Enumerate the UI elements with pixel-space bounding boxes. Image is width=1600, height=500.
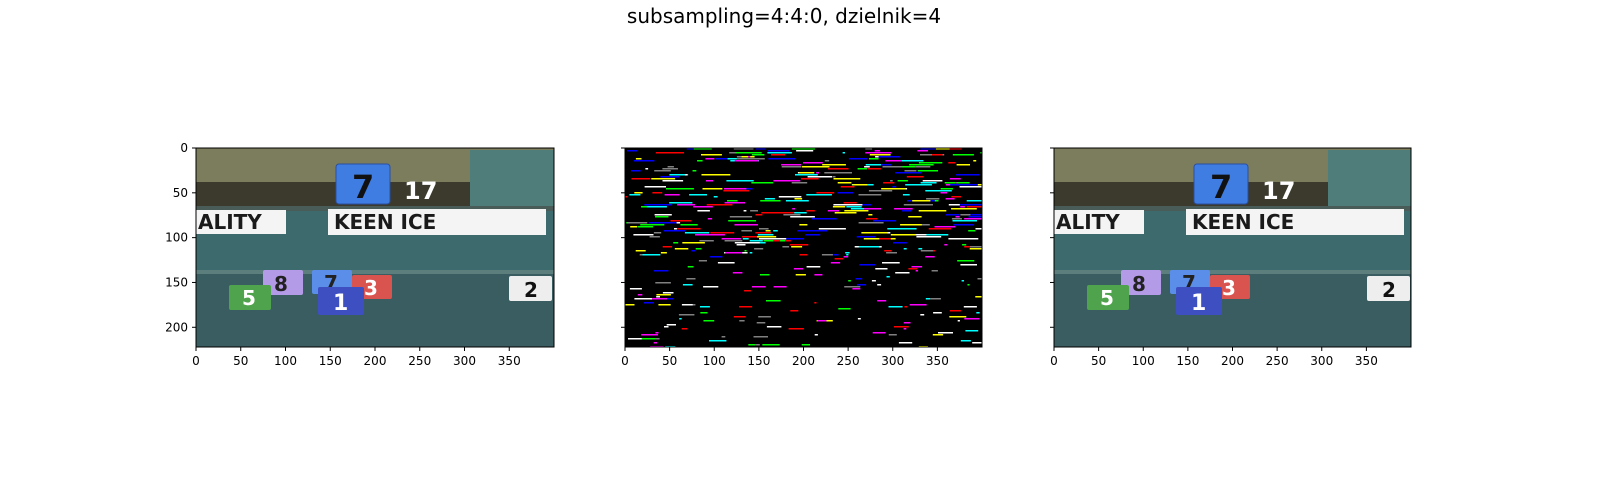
banner-right [1186,209,1404,235]
tag-8 [1121,270,1161,295]
x-tick-label: 150 [1176,354,1199,368]
x-tick-label: 350 [1355,354,1378,368]
x-tick-label: 300 [453,354,476,368]
x-tick-label: 350 [498,354,521,368]
tag-2-text: 2 [1382,278,1396,302]
banner-left [1054,210,1144,234]
x-tick-label: 300 [881,354,904,368]
banner-right [328,209,546,235]
tag-3-text: 3 [364,276,378,300]
tag-8-text: 8 [274,272,288,296]
top-number-box [335,163,391,205]
tag-8-text: 8 [1132,272,1146,296]
panel-difference: 0 50 100 150 200 250 300 350 [621,147,983,368]
tag-1 [318,287,364,315]
x-tick-label: 200 [792,354,815,368]
tag-3-text: 3 [1222,276,1236,300]
banner-right-text: KEEN ICE [334,210,436,234]
tag-1-text: 1 [1191,291,1206,316]
tag-2 [1367,276,1410,301]
image-difference [625,148,982,347]
banner-right-text: KEEN ICE [1192,210,1294,234]
x-tick-label: 50 [233,354,248,368]
y-tick-label: 50 [173,186,188,200]
y-tick-label: 0 [180,141,188,155]
banner-left [196,210,286,234]
x-tick-label: 0 [192,354,200,368]
axes-reconstructed: 0 50 100 150 200 250 300 350 [1050,147,1378,368]
x-tick-label: 50 [662,354,677,368]
axes-original: 0 50 100 150 200 250 300 350 0 50 100 150 200 [165,141,521,368]
x-tick-label: 50 [1091,354,1106,368]
axes-difference: 0 50 100 150 200 250 300 350 [621,147,949,368]
x-tick-label: 250 [408,354,431,368]
figure-title: subsampling=4:4:0, dzielnik=4 [626,4,942,28]
banner-left-text: ALITY [1056,210,1120,234]
panel-reconstructed: ALITY KEEN ICE 7 17 8 7 3 5 1 2 0 50 100 15… [1050,147,1412,368]
tag-1-text: 1 [333,291,348,316]
y-tick-label: 200 [165,320,188,334]
tag-5 [1087,285,1129,310]
panel-original: ALITY KEEN ICE 7 17 8 7 3 5 1 2 0 50 100 15… [165,141,555,368]
top-score-text: 17 [404,177,437,205]
x-tick-label: 100 [1132,354,1155,368]
banner-left-text: ALITY [198,210,262,234]
x-tick-label: 200 [1221,354,1244,368]
image-reconstructed: ALITY KEEN ICE 7 17 8 7 3 5 1 2 [1054,148,1411,347]
y-tick-label: 150 [165,275,188,289]
x-tick-label: 200 [364,354,387,368]
tag-8 [263,270,303,295]
y-tick-label: 100 [165,231,188,245]
x-tick-label: 250 [837,354,860,368]
tag-5-text: 5 [1100,286,1114,310]
tag-2 [509,276,552,301]
top-number-box [1193,163,1249,205]
top-score-text: 17 [1262,177,1295,205]
tag-5 [229,285,271,310]
x-tick-label: 300 [1310,354,1333,368]
tag-5-text: 5 [242,286,256,310]
top-number-text: 7 [352,168,374,206]
x-tick-label: 150 [747,354,770,368]
x-tick-label: 0 [1050,354,1058,368]
tag-1 [1176,287,1222,315]
top-number-text: 7 [1210,168,1232,206]
x-tick-label: 0 [621,354,629,368]
x-tick-label: 150 [319,354,342,368]
x-tick-label: 350 [926,354,949,368]
tag-2-text: 2 [524,278,538,302]
image-original: ALITY KEEN ICE 7 17 8 7 3 5 1 2 [196,148,554,347]
x-tick-label: 100 [703,354,726,368]
x-tick-label: 100 [274,354,297,368]
x-tick-label: 250 [1266,354,1289,368]
